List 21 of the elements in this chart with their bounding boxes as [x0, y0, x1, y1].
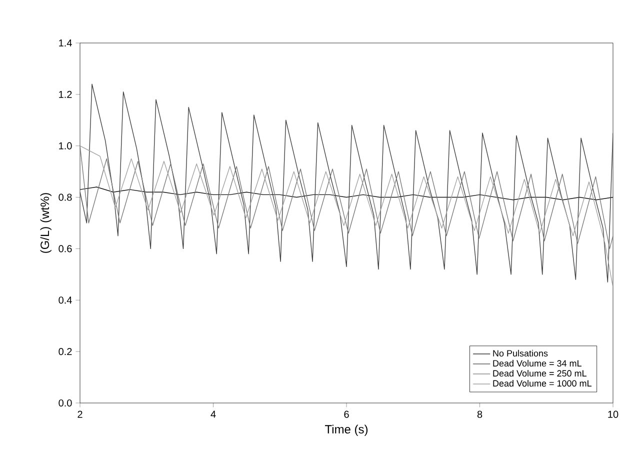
x-axis-title: Time (s): [324, 424, 368, 436]
y-tick-label: 0.2: [58, 348, 72, 356]
legend-label: Dead Volume = 250 mL: [493, 370, 586, 377]
x-tick-label: 6: [344, 410, 349, 418]
y-tick-label: 1.4: [59, 40, 72, 46]
line-series: [80, 84, 613, 282]
x-tick-label: 10: [608, 410, 618, 418]
y-tick-label: 1.2: [59, 90, 72, 98]
y-tick-label: 0.4: [58, 296, 72, 304]
y-tick-label: 0.8: [58, 194, 72, 201]
y-tick-label: 1.0: [59, 142, 72, 150]
line-series: [80, 145, 613, 288]
legend-label: No Pulsations: [493, 350, 548, 357]
x-tick-label: 8: [477, 410, 482, 418]
y-tick-label: 0.6: [58, 245, 72, 252]
y-tick-label: 0.0: [58, 399, 72, 407]
x-tick-label: 2: [78, 410, 82, 418]
y-axis-title: (G/L) (wt%): [40, 193, 52, 253]
legend-label: Dead Volume = 1000 mL: [493, 380, 592, 387]
x-tick-label: 4: [210, 410, 216, 418]
legend-label: Dead Volume = 34 mL: [493, 360, 582, 367]
